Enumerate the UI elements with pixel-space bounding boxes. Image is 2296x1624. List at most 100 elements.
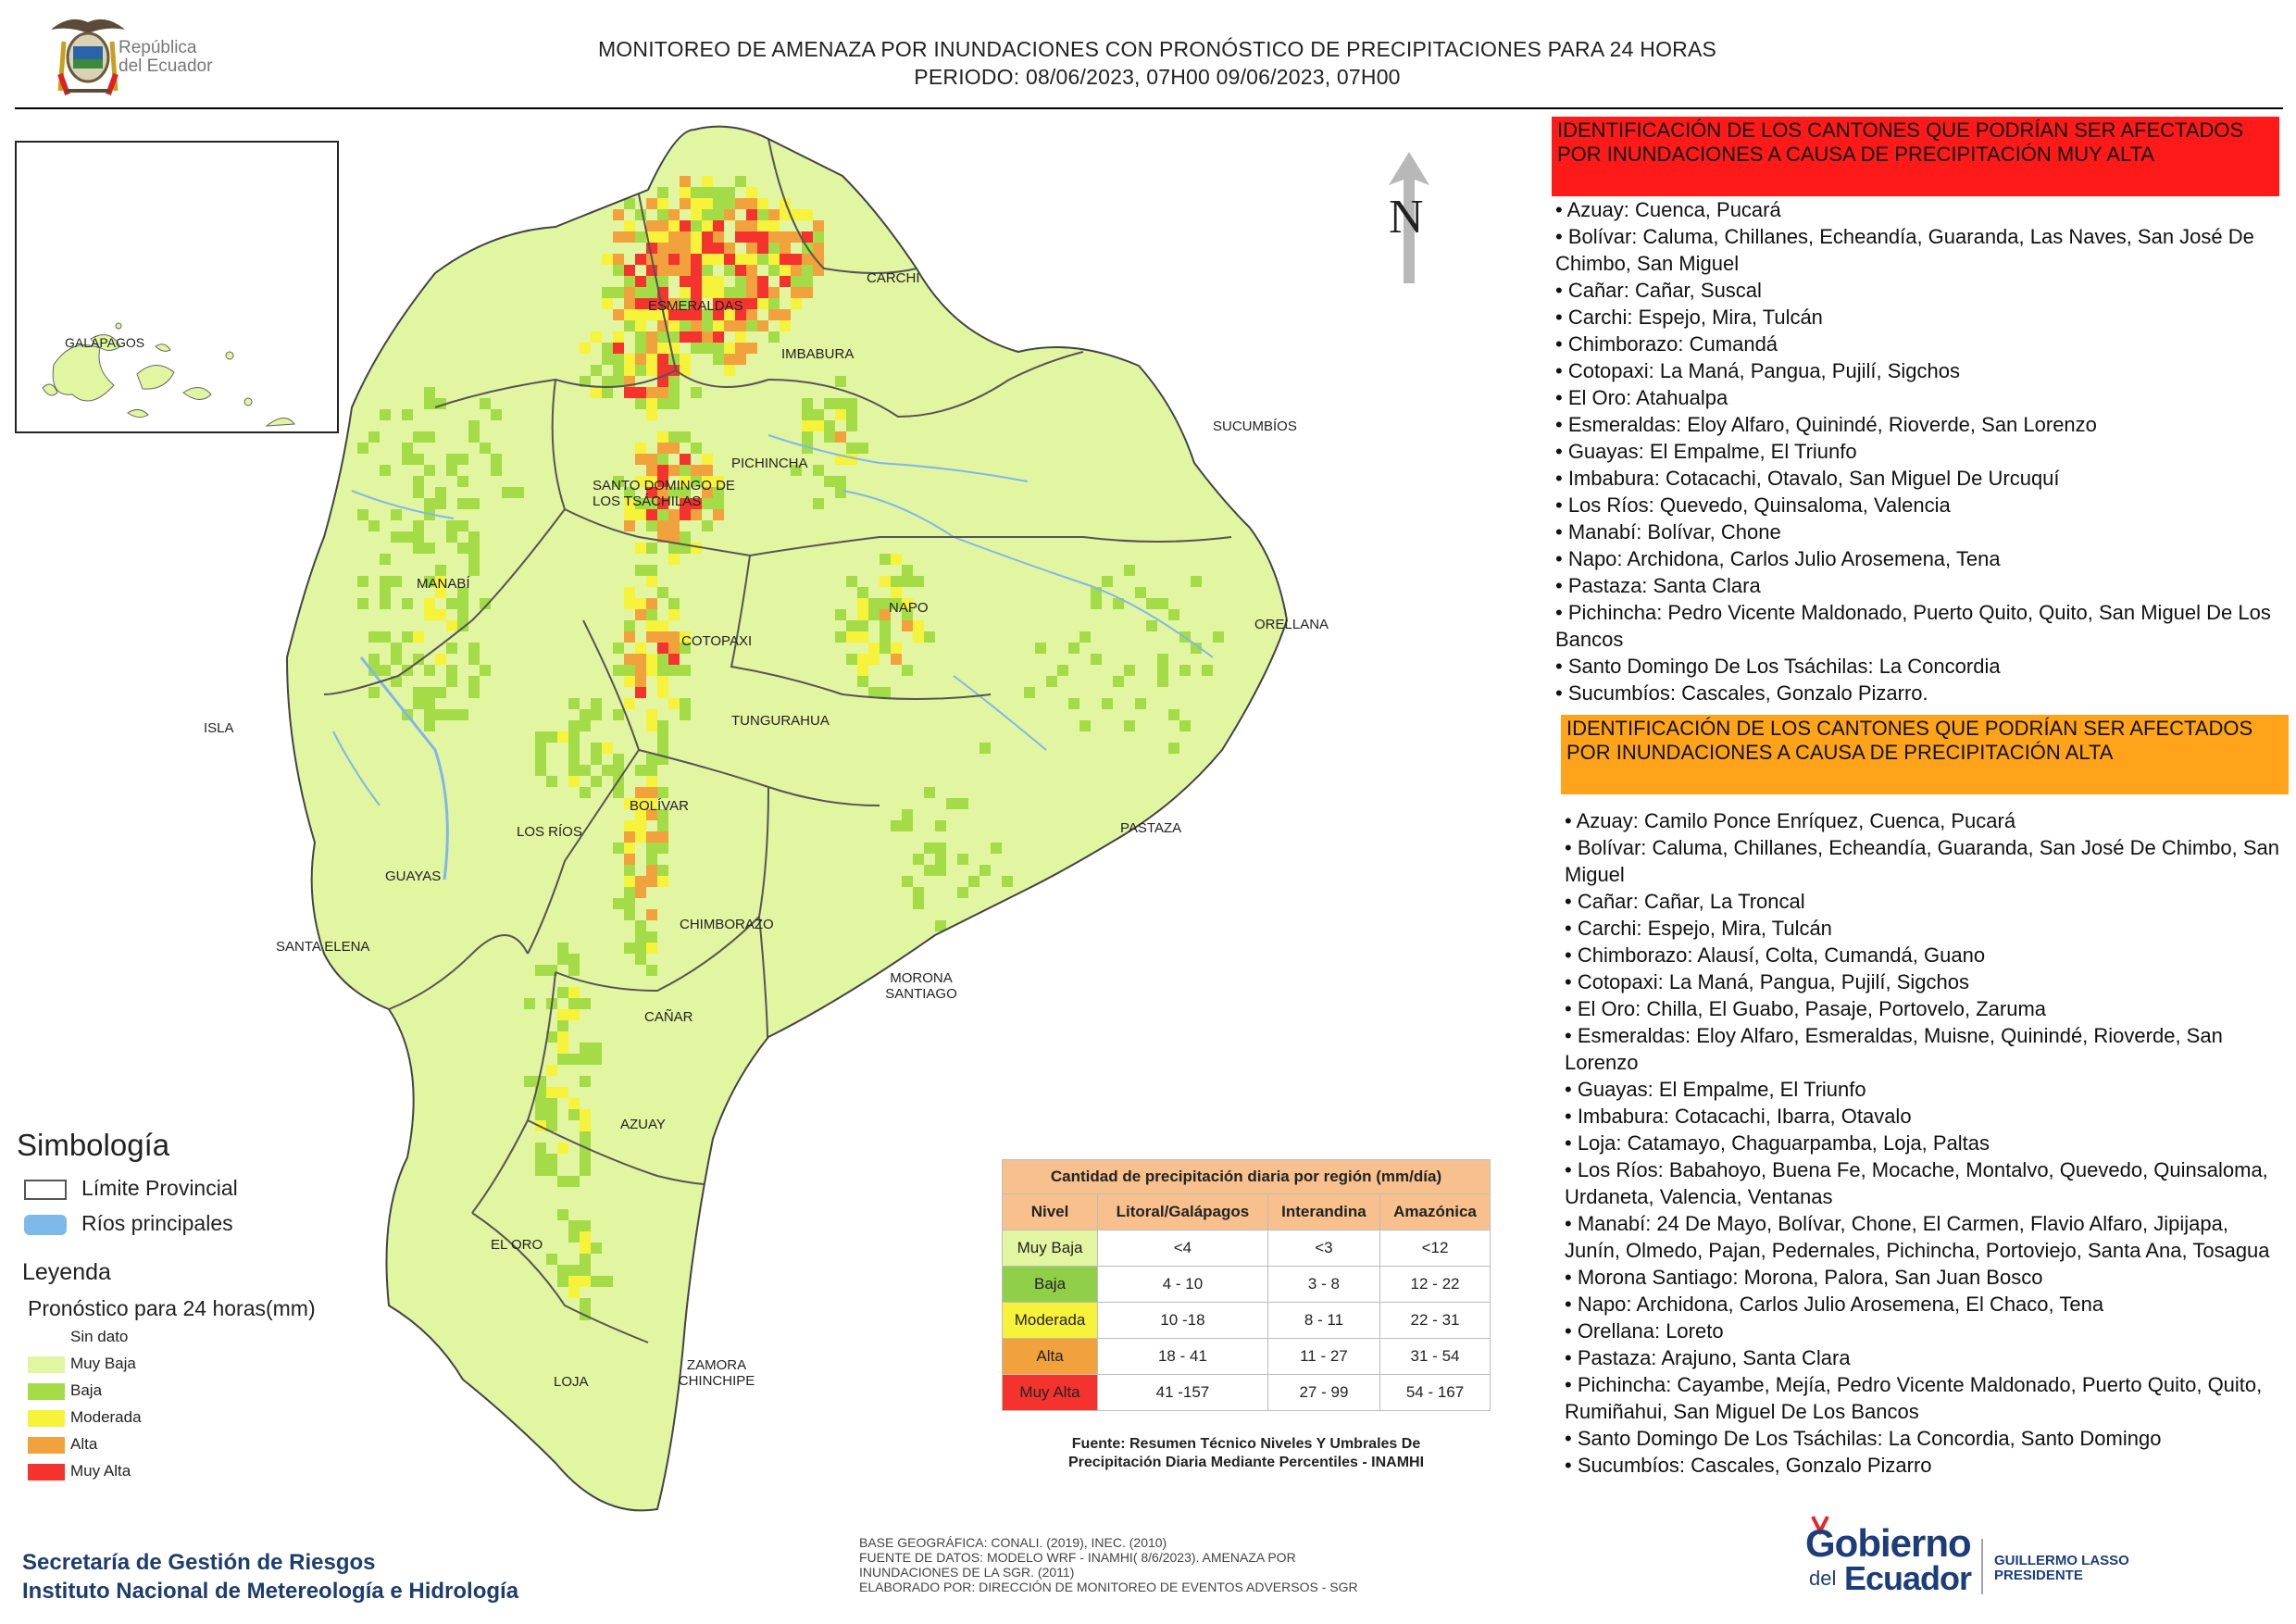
precip-cell xyxy=(480,598,491,609)
precip-cell xyxy=(557,1276,568,1287)
precip-cell xyxy=(613,843,624,854)
precipitation-threshold-table: Cantidad de precipitación diaria por reg… xyxy=(1001,1159,1491,1411)
precip-cell xyxy=(557,987,568,998)
precip-cell xyxy=(435,587,446,598)
precip-cell xyxy=(680,454,691,465)
precip-cell xyxy=(357,576,368,587)
precip-cell xyxy=(446,520,457,531)
precip-cell xyxy=(657,231,668,243)
precip-cell xyxy=(724,243,735,254)
precip-cell xyxy=(635,309,646,320)
precip-cell xyxy=(680,187,691,198)
province-label-bolivar: BOLÍVAR xyxy=(630,798,689,814)
precip-cell xyxy=(635,509,646,520)
precip-cell xyxy=(613,331,624,343)
precip-cell xyxy=(802,231,813,243)
precip-cell xyxy=(668,398,680,409)
precip-cell xyxy=(646,276,657,287)
precip-cell xyxy=(635,831,646,843)
precip-cell xyxy=(1079,631,1091,643)
precip-cell xyxy=(691,331,702,343)
precip-cell xyxy=(857,665,868,676)
precip-cell xyxy=(668,465,680,476)
precip-cell xyxy=(546,1031,557,1043)
precip-cell xyxy=(802,254,813,265)
precip-cell xyxy=(602,354,613,365)
precip-cell xyxy=(791,287,802,298)
precip-cell xyxy=(802,431,813,443)
precip-cell xyxy=(868,654,880,665)
precip-cell xyxy=(557,1020,568,1031)
precip-cell xyxy=(880,620,891,631)
precip-cell xyxy=(957,854,968,865)
muy-alta-heading: IDENTIFICACIÓN DE LOS CANTONES QUE PODRÍ… xyxy=(1552,117,2279,196)
precip-cell xyxy=(1191,643,1202,654)
precip-cell xyxy=(813,231,824,243)
precip-cell xyxy=(646,565,657,576)
precip-cell xyxy=(491,409,502,420)
precip-cell xyxy=(646,787,657,798)
precip-cell xyxy=(846,398,857,409)
president-block: GUILLERMO LASSO PRESIDENTE xyxy=(1994,1554,2129,1583)
precip-cell xyxy=(746,320,757,331)
legend-label-moderada: Moderada xyxy=(70,1408,142,1426)
precip-cell xyxy=(868,598,880,609)
precip-cell xyxy=(646,287,657,298)
precip-cell xyxy=(546,731,557,743)
precip-cell xyxy=(635,454,646,465)
precip-cell xyxy=(457,543,468,554)
precip-cell xyxy=(646,765,657,776)
precip-cell xyxy=(557,1031,568,1043)
precip-cell xyxy=(513,487,524,498)
precip-cell xyxy=(680,320,691,331)
precip-cell xyxy=(735,254,746,265)
precip-cell xyxy=(824,420,835,431)
precip-cell xyxy=(713,187,724,198)
map-title-line-2: PERIODO: 08/06/2023, 07H00 09/06/2023, 0… xyxy=(914,65,1401,89)
precip-cell xyxy=(891,654,902,665)
precip-cell xyxy=(624,309,635,320)
precip-cell xyxy=(835,409,846,420)
province-label-tungurahua: TUNGURAHUA xyxy=(731,713,830,729)
precip-cell xyxy=(568,998,580,1009)
precip-cell xyxy=(580,998,591,1009)
precip-cell xyxy=(902,665,913,676)
precip-cell xyxy=(624,320,635,331)
alta-canton-item: • Azuay: Camilo Ponce Enríquez, Cuenca, … xyxy=(1565,809,2016,832)
precip-cell xyxy=(657,809,668,820)
alta-canton-item: • Chimborazo: Alausí, Colta, Cumandá, Gu… xyxy=(1565,943,1986,967)
precip-cell xyxy=(702,487,713,498)
precip-cell xyxy=(657,365,668,376)
precip-cell xyxy=(624,887,635,898)
precip-cell xyxy=(613,376,624,387)
precip-cell xyxy=(635,287,646,298)
precip-cell xyxy=(691,187,702,198)
precip-cell xyxy=(568,1231,580,1243)
precip-cell xyxy=(1091,654,1102,665)
precip-cell xyxy=(902,809,913,820)
province-label-manabi: MANABÍ xyxy=(417,576,470,592)
province-boundaries xyxy=(323,138,1232,1343)
precip-cell xyxy=(368,631,380,643)
precip-cell xyxy=(880,609,891,620)
precip-cell xyxy=(613,787,624,798)
table-value-cell: 8 - 11 xyxy=(1267,1302,1381,1339)
precip-cell xyxy=(702,309,713,320)
precip-cell xyxy=(735,176,746,187)
precip-cell xyxy=(413,687,424,698)
precip-cell xyxy=(380,631,391,643)
precip-cell xyxy=(546,1154,557,1165)
precip-cell xyxy=(646,576,657,587)
precip-cell xyxy=(735,331,746,343)
legend-label-muy-baja: Muy Baja xyxy=(70,1355,136,1372)
precip-cell xyxy=(624,654,635,665)
precip-cell xyxy=(580,1154,591,1165)
precip-cell xyxy=(657,209,668,220)
precip-cell xyxy=(757,209,768,220)
precip-cell xyxy=(546,1120,557,1131)
precip-cell xyxy=(624,198,635,209)
precip-cell xyxy=(568,1098,580,1109)
precip-cell xyxy=(913,854,924,865)
table-level-cell: Baja xyxy=(1001,1266,1099,1303)
precip-cell xyxy=(757,254,768,265)
